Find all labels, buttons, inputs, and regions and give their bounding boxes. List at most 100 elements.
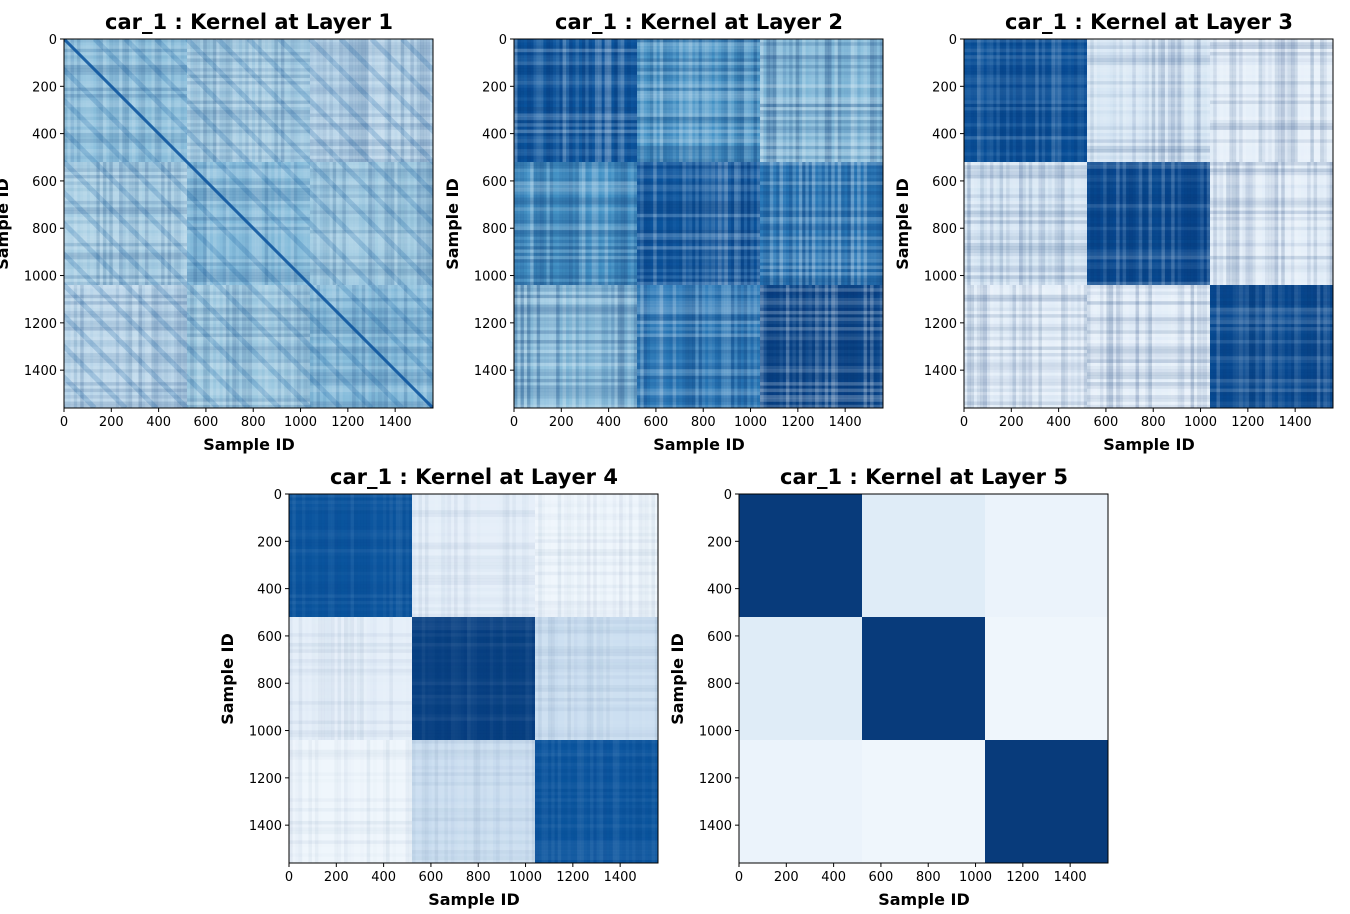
texture-stripe [769, 162, 774, 285]
texture-stripe [187, 346, 310, 351]
texture-stripe [289, 682, 412, 686]
texture-stripe [1190, 39, 1195, 162]
texture-stripe [547, 617, 552, 740]
texture-stripe [187, 369, 310, 373]
texture-stripe [1087, 356, 1210, 360]
texture-stripe [544, 617, 549, 740]
texture-stripe [514, 265, 637, 270]
texture-stripe [669, 285, 673, 408]
texture-stripe [390, 39, 395, 162]
texture-stripe [637, 123, 760, 127]
texture-stripe [1019, 39, 1023, 162]
texture-stripe [70, 285, 75, 408]
texture-stripe [289, 820, 412, 825]
texture-stripe [1297, 162, 1301, 285]
x-tick-label: 1000 [284, 415, 317, 430]
texture-stripe [637, 382, 760, 386]
texture-stripe [760, 64, 883, 69]
texture-stripe [999, 39, 1004, 162]
texture-stripe [412, 717, 535, 721]
texture-stripe [395, 494, 400, 617]
texture-stripe [365, 285, 369, 408]
texture-stripe [701, 39, 706, 162]
heatmap-block [739, 494, 863, 618]
texture-stripe [653, 39, 657, 162]
texture-stripe [374, 39, 379, 162]
texture-stripe [289, 520, 412, 524]
texture-stripe [760, 51, 883, 56]
texture-stripe [187, 391, 310, 396]
texture-stripe [840, 285, 845, 408]
texture-stripe [412, 766, 535, 770]
texture-stripe [964, 246, 1087, 250]
texture-stripe [394, 162, 398, 285]
texture-stripe [183, 162, 188, 285]
texture-stripe [1087, 174, 1210, 179]
texture-stripe [1145, 285, 1149, 408]
texture-stripe [229, 39, 233, 162]
texture-stripe [535, 494, 539, 617]
texture-stripe [698, 285, 703, 408]
texture-stripe [964, 217, 1087, 221]
texture-stripe [760, 265, 883, 270]
texture-stripe [1074, 162, 1078, 285]
texture-stripe [983, 285, 987, 408]
texture-stripe [1002, 285, 1007, 408]
x-tick-label: 400 [596, 415, 621, 430]
axes-frame [738, 493, 1109, 864]
heatmap-block [760, 162, 883, 286]
texture-stripe [760, 155, 883, 160]
texture-stripe [760, 401, 883, 406]
texture-stripe [289, 785, 412, 789]
texture-stripe [1242, 285, 1246, 408]
texture-stripe [412, 753, 535, 757]
texture-stripe [646, 285, 651, 408]
texture-stripe [99, 285, 104, 408]
texture-stripe [514, 123, 637, 127]
texture-stripe [870, 285, 874, 408]
texture-stripe [447, 494, 452, 617]
texture-stripe [1184, 162, 1188, 285]
texture-stripe [76, 285, 81, 408]
texture-stripe [310, 194, 433, 198]
texture-stripe [514, 159, 637, 163]
texture-stripe [368, 162, 372, 285]
texture-stripe [512, 494, 516, 617]
texture-stripe [1087, 156, 1210, 160]
texture-stripe [64, 123, 187, 127]
texture-stripe [637, 249, 760, 253]
texture-stripe [1093, 162, 1098, 285]
texture-stripe [1316, 285, 1321, 408]
texture-stripe [64, 372, 187, 376]
texture-stripe [148, 285, 152, 408]
texture-stripe [637, 90, 760, 95]
texture-stripe [964, 252, 1087, 257]
texture-stripe [535, 763, 658, 767]
y-axis-label: Sample ID [218, 633, 237, 725]
texture-stripe [637, 113, 760, 117]
texture-stripe [760, 139, 883, 143]
texture-stripe [1087, 129, 1210, 134]
texture-stripe [310, 81, 433, 85]
texture-stripe [604, 39, 609, 162]
texture-stripe [289, 804, 412, 809]
texture-stripe [310, 285, 433, 289]
texture-stripe [1087, 68, 1210, 72]
texture-stripe [779, 39, 783, 162]
texture-stripe [740, 39, 745, 162]
texture-stripe [187, 365, 310, 370]
texture-stripe [514, 178, 637, 182]
texture-stripe [1239, 285, 1243, 408]
texture-stripe [1232, 162, 1237, 285]
texture-stripe [637, 133, 760, 137]
texture-stripe [289, 617, 293, 740]
texture-stripe [1174, 285, 1178, 408]
texture-stripe [604, 162, 609, 285]
texture-stripe [535, 695, 658, 699]
texture-stripe [1307, 39, 1311, 162]
texture-stripe [381, 285, 385, 408]
x-tick-label: 400 [146, 415, 171, 430]
texture-stripe [64, 385, 187, 389]
texture-stripe [535, 578, 658, 582]
